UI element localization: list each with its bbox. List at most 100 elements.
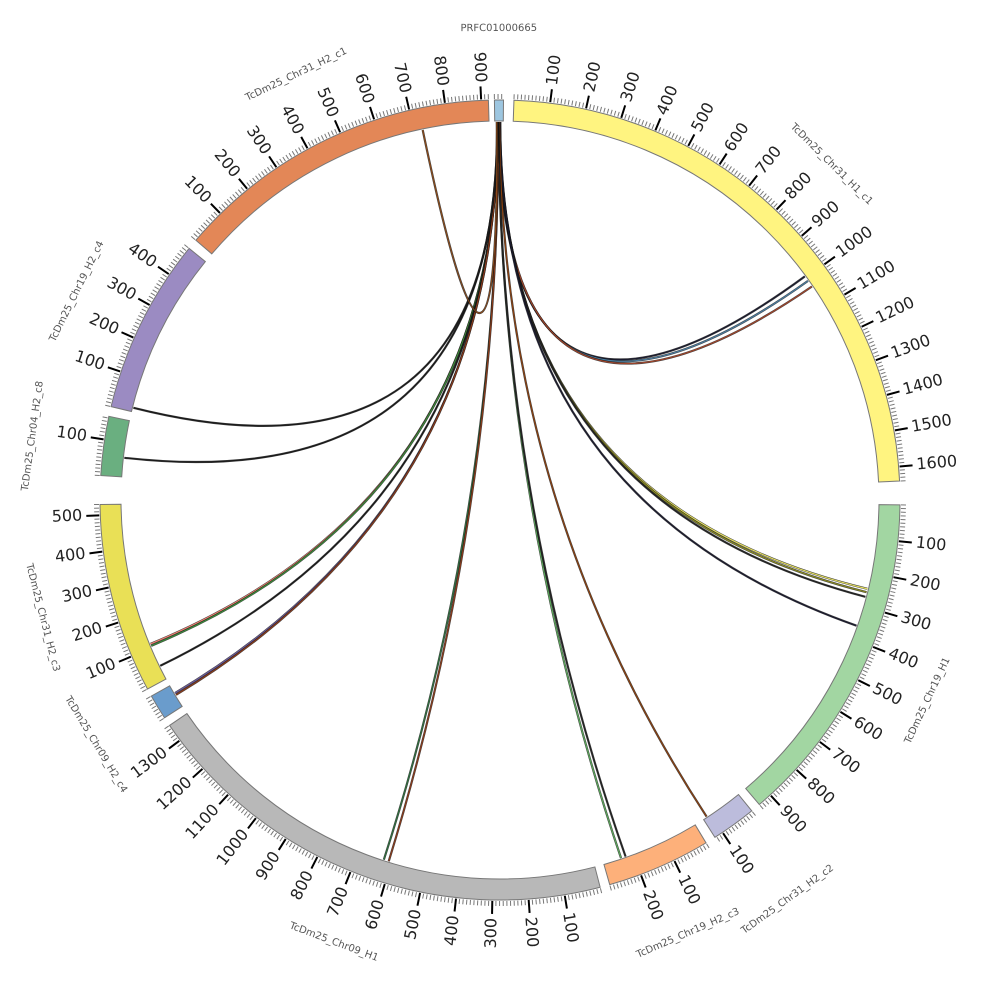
minor-tick <box>803 761 808 766</box>
minor-tick <box>393 108 396 114</box>
minor-tick <box>344 870 348 876</box>
minor-tick <box>276 834 281 840</box>
minor-tick <box>592 105 595 111</box>
minor-tick <box>436 896 439 902</box>
minor-tick <box>235 804 240 809</box>
minor-tick <box>574 101 577 107</box>
minor-tick <box>216 786 221 792</box>
minor-tick <box>151 705 157 710</box>
minor-tick <box>117 362 123 366</box>
chromosome-label: TcDm25_Chr04_H2_c8 <box>20 380 46 492</box>
minor-tick <box>368 115 372 121</box>
minor-tick <box>793 772 799 777</box>
minor-tick <box>798 229 804 234</box>
major-tick <box>894 427 908 432</box>
minor-tick <box>411 891 414 897</box>
ideogram-tcdm25-chr31-h2-c3: 100 200 300 400 500 TcDm25_Chr31_H2_c3 <box>23 503 167 693</box>
major-tick <box>442 89 446 103</box>
minor-tick <box>155 711 161 716</box>
minor-tick <box>734 170 738 176</box>
minor-tick <box>190 235 196 240</box>
minor-tick <box>806 237 811 242</box>
minor-tick <box>365 878 368 884</box>
minor-tick <box>789 218 794 223</box>
minor-tick <box>687 854 691 860</box>
major-tick <box>479 86 483 100</box>
minor-tick <box>347 123 351 129</box>
minor-tick <box>883 382 889 385</box>
minor-tick <box>140 685 146 690</box>
ideogram-prfc01000665: PRFC01000665 <box>460 23 537 122</box>
minor-tick <box>240 808 245 814</box>
minor-tick <box>102 579 108 582</box>
major-tick <box>722 832 732 845</box>
chromosome-label: TcDm25_Chr31_H2_c2 <box>739 863 836 937</box>
major-tick <box>654 117 662 131</box>
ideogram-segment <box>512 99 901 483</box>
minor-tick <box>354 120 358 126</box>
minor-tick <box>238 806 243 811</box>
tick-label: 600 <box>351 71 379 106</box>
tick-label: 800 <box>430 54 453 87</box>
minor-tick <box>876 361 882 365</box>
link-outline <box>382 121 500 861</box>
minor-tick <box>630 878 633 884</box>
minor-tick <box>866 334 871 338</box>
minor-tick <box>218 789 224 794</box>
major-tick <box>118 655 132 663</box>
tick-label: 500 <box>51 506 82 526</box>
minor-tick <box>651 124 655 130</box>
ideogram-segment <box>745 504 901 806</box>
tick-label: 300 <box>616 69 643 104</box>
link-outline <box>499 121 857 627</box>
minor-tick <box>210 214 216 219</box>
minor-tick <box>842 708 847 712</box>
minor-tick <box>873 351 879 354</box>
minor-tick <box>110 383 116 386</box>
minor-tick <box>288 152 293 158</box>
minor-tick <box>258 822 263 827</box>
minor-tick <box>246 182 251 187</box>
minor-tick <box>775 790 781 795</box>
minor-tick <box>624 113 627 120</box>
minor-tick <box>429 894 432 900</box>
tick-label: 1200 <box>153 772 196 813</box>
minor-tick <box>781 785 786 790</box>
minor-tick <box>400 888 403 894</box>
minor-tick <box>832 723 837 728</box>
minor-tick <box>232 801 237 807</box>
minor-tick <box>133 672 139 676</box>
minor-tick <box>880 625 886 629</box>
minor-tick <box>805 758 811 763</box>
minor-tick <box>817 744 822 749</box>
minor-tick <box>172 258 178 263</box>
major-tick <box>334 119 342 133</box>
ideogram-segment <box>168 712 601 901</box>
minor-tick <box>97 554 103 557</box>
minor-tick <box>279 158 283 164</box>
tick-label: 900 <box>470 51 490 82</box>
minor-tick <box>890 407 896 410</box>
minor-tick <box>361 877 365 883</box>
minor-tick <box>571 100 574 106</box>
tick-label: 100 <box>915 533 947 555</box>
chromosome-label: PRFC01000665 <box>460 23 537 34</box>
minor-tick <box>120 355 126 359</box>
minor-tick <box>208 779 213 784</box>
minor-tick <box>102 583 108 586</box>
minor-tick <box>821 738 827 743</box>
minor-tick <box>631 116 634 122</box>
minor-tick <box>885 389 891 392</box>
minor-tick <box>351 121 355 127</box>
minor-tick <box>107 601 113 604</box>
tick-label: 100 <box>55 422 88 445</box>
minor-tick <box>112 376 119 379</box>
minor-tick <box>619 882 623 888</box>
link-outline <box>498 121 867 594</box>
minor-tick <box>874 354 880 358</box>
tick-label: 1100 <box>854 256 899 293</box>
minor-tick <box>751 811 756 816</box>
minor-tick <box>224 201 229 206</box>
minor-tick <box>414 102 417 108</box>
minor-tick <box>143 305 149 309</box>
